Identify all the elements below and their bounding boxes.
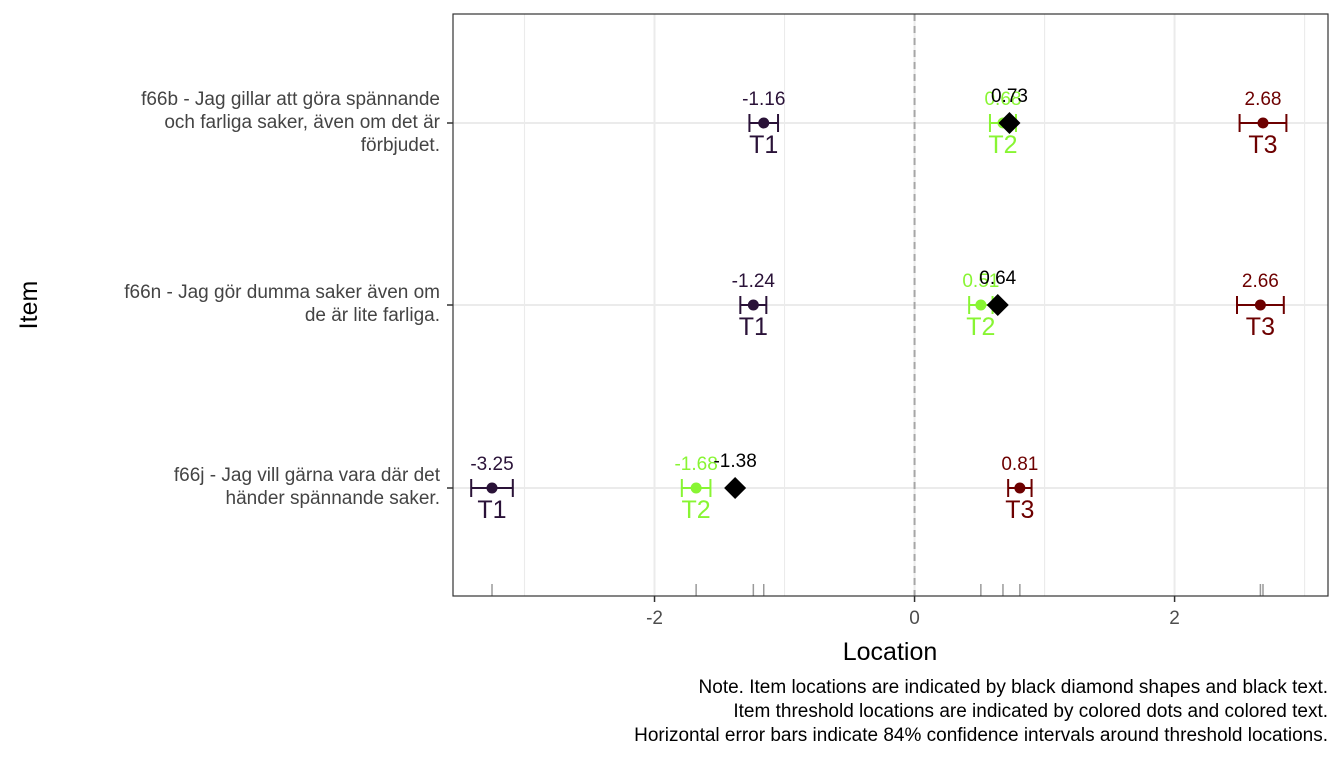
item-location-diamond [724,477,747,499]
threshold-name-label: T3 [1005,496,1034,524]
threshold-T1: -3.25 T1 [470,454,514,524]
threshold-name-label: T1 [749,131,778,159]
threshold-name-label: T2 [988,131,1017,159]
threshold-name-label: T2 [682,496,711,524]
chart-note: Note. Item locations are indicated by bl… [428,676,1328,748]
threshold-dot [690,482,702,494]
threshold-dot [747,299,759,311]
y-tick-label: f66j - Jag vill gärna vara där det händer… [0,464,440,510]
y-tick-label: f66b - Jag gillar att göra spännande och … [0,88,440,157]
threshold-value-label: -1.24 [732,271,776,292]
threshold-value-label: 0.81 [1001,454,1038,475]
y-tick-label-line: händer spännande saker. [225,488,440,509]
x-tick-label: -2 [646,608,663,629]
item-location-diamond [998,112,1021,134]
y-tick-label-line: och farliga saker, även om det är [164,111,440,133]
threshold-value-label: 0.51 [962,271,999,292]
y-tick-label-line: f66j - Jag vill gärna vara där det [173,465,440,486]
threshold-name-label: T3 [1246,313,1275,341]
threshold-value-label: -1.68 [674,454,717,475]
threshold-T3: 2.68 T3 [1238,89,1288,159]
threshold-T2: 0.68 T2 [984,89,1021,159]
threshold-dot [1014,482,1026,494]
item-location-label: 0.64 [979,268,1016,289]
y-axis-title: Item [15,281,43,330]
note-line-1: Note. Item locations are indicated by bl… [698,677,1328,698]
item-row-1: -1.16 T1 0.68 T2 2.68 T3 0.73 [742,86,1288,159]
x-tick-label: 2 [1169,608,1180,629]
item-location-label: 0.73 [991,86,1028,107]
threshold-T3: 2.66 T3 [1235,271,1285,341]
threshold-name-label: T1 [739,313,768,341]
threshold-T2: -1.68 T2 [674,454,717,524]
threshold-dot [758,117,770,129]
threshold-T2: 0.51 T2 [962,271,999,341]
note-line-3: Horizontal error bars indicate 84% confi… [634,725,1328,746]
item-row-3: -3.25 T1 -1.68 T2 0.81 T3 -1.38 [470,451,1038,524]
x-tick-label: 0 [909,608,920,629]
y-tick-label-line: förbjudet. [360,134,440,156]
threshold-dot [486,482,498,494]
y-tick-label: f66n - Jag gör dumma saker även om de är … [0,281,440,327]
y-tick-label-line: f66n - Jag gör dumma saker även om [124,282,440,303]
threshold-dot [1257,117,1269,129]
chart-marks: -1.16 T1 0.68 T2 2.68 T3 0.73 -1.24 T1 0.51 T2 2.66… [470,86,1288,524]
rug-marks [491,584,1264,596]
axes: -2 0 2 [447,122,1180,629]
threshold-T3: 0.81 T3 [1001,454,1038,524]
note-line-2: Item threshold locations are indicated b… [733,701,1328,722]
threshold-value-label: 0.68 [984,89,1021,110]
y-tick-label-line: de är lite farliga. [304,305,440,326]
item-location-diamond [986,294,1009,316]
threshold-dot [975,299,987,311]
threshold-value-label: -1.16 [742,89,785,110]
threshold-T1: -1.24 T1 [732,271,776,341]
x-axis-title: Location [843,638,938,666]
threshold-T1: -1.16 T1 [742,89,785,159]
threshold-dot [1254,299,1266,311]
y-tick-label-line: f66b - Jag gillar att göra spännande [141,88,440,110]
threshold-name-label: T3 [1248,131,1277,159]
item-location-label: -1.38 [713,451,756,472]
item-row-2: -1.24 T1 0.51 T2 2.66 T3 0.64 [732,268,1285,341]
threshold-value-label: -3.25 [470,454,513,475]
threshold-value-label: 2.68 [1245,89,1282,110]
threshold-name-label: T2 [966,313,995,341]
threshold-name-label: T1 [477,496,506,524]
threshold-value-label: 2.66 [1242,271,1279,292]
